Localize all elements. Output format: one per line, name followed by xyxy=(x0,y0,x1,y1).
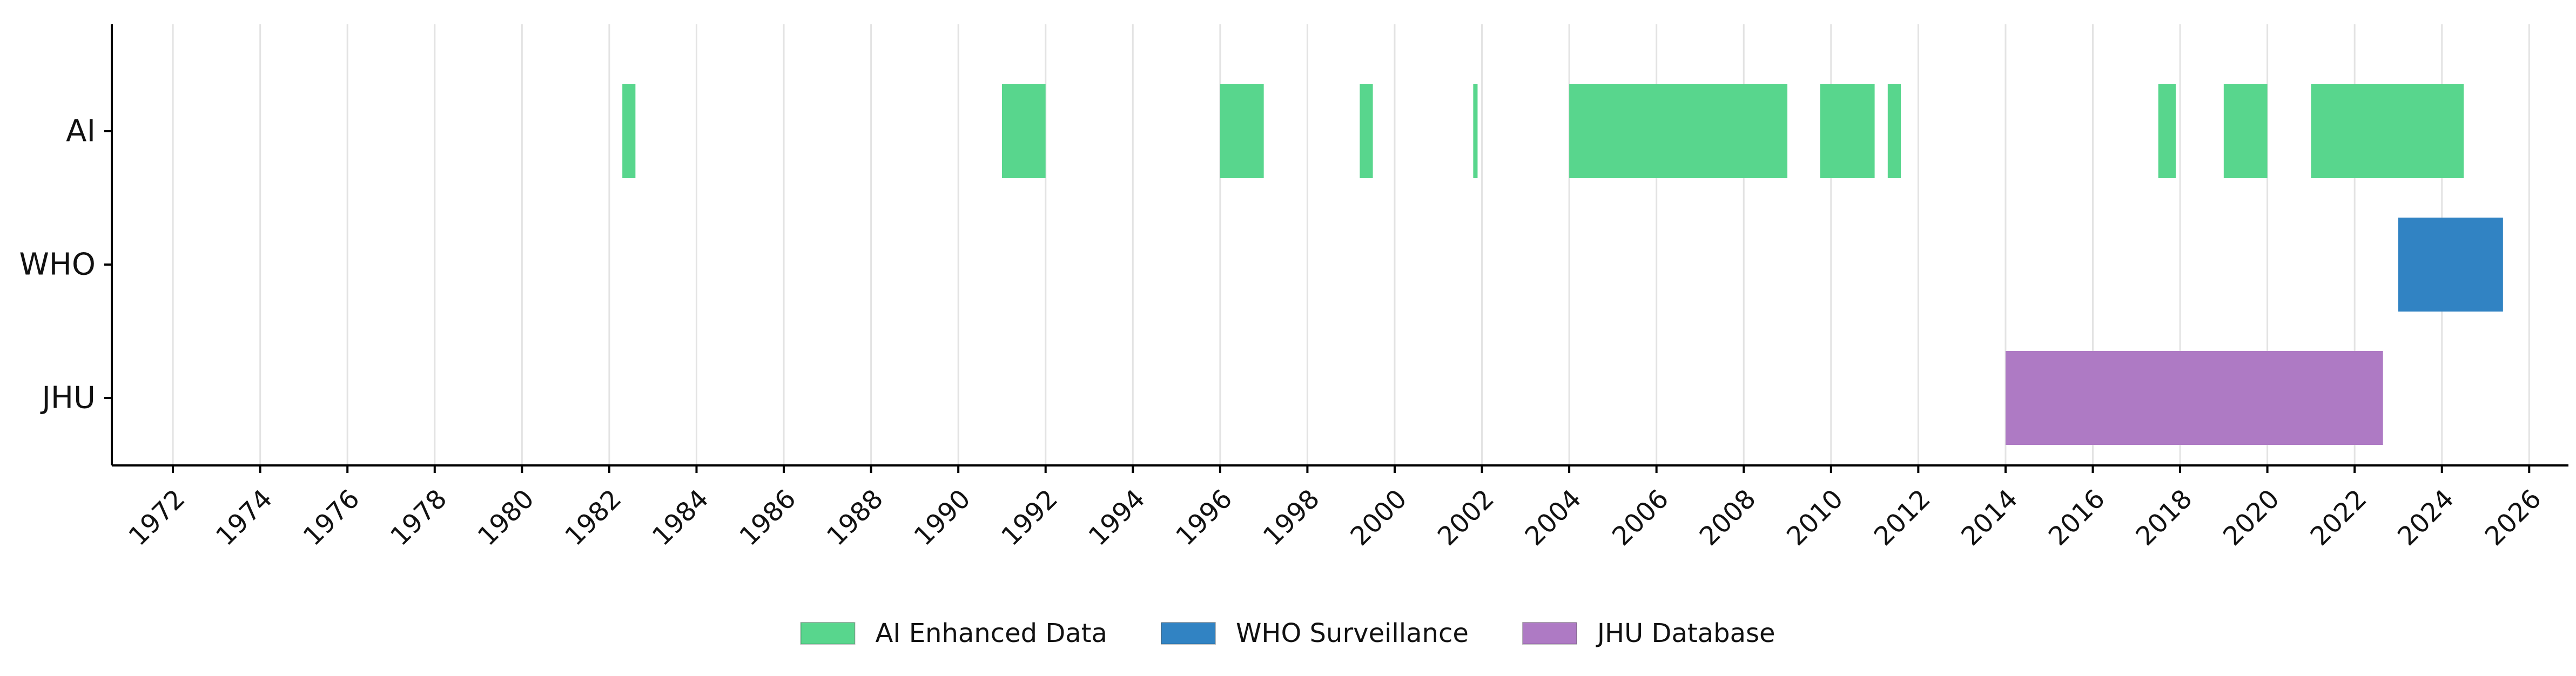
timeline-bar-ai xyxy=(1473,84,1478,178)
x-tick-label: 2006 xyxy=(1606,484,1674,552)
x-tick-label: 2022 xyxy=(2305,484,2373,552)
x-axis-ticks: 1972 1974 1976 1978 1980 1982 1984 1986 1988 1990… xyxy=(123,465,2547,552)
x-tick-label: 2010 xyxy=(1781,484,1849,552)
timeline-bar-ai xyxy=(1220,84,1264,178)
x-tick-label: 2020 xyxy=(2217,484,2285,552)
timeline-bar-ai xyxy=(1820,84,1875,178)
x-tick-label: 1974 xyxy=(210,484,278,552)
legend-item: AI Enhanced Data xyxy=(800,618,1107,648)
x-tick-label: 1988 xyxy=(821,484,889,552)
x-tick-label: 1990 xyxy=(909,484,977,552)
x-tick-label: 2008 xyxy=(1694,484,1762,552)
x-tick-label: 1994 xyxy=(1083,484,1151,552)
y-tick-label-ai: AI xyxy=(66,114,96,149)
bars-layer xyxy=(622,84,2503,445)
x-tick-label: 1978 xyxy=(385,484,453,552)
timeline-bar-ai xyxy=(622,84,636,178)
x-tick-label: 2014 xyxy=(1955,484,2023,552)
x-tick-label: 1998 xyxy=(1257,484,1326,552)
x-tick-label: 1984 xyxy=(647,484,715,552)
legend-label: WHO Surveillance xyxy=(1236,618,1469,648)
timeline-bar-ai xyxy=(1569,84,1788,178)
legend-label: JHU Database xyxy=(1596,618,1775,648)
legend-swatch xyxy=(1522,622,1577,645)
y-tick-label-who: WHO xyxy=(19,247,96,282)
x-tick-label: 2016 xyxy=(2043,484,2111,552)
timeline-bar-ai xyxy=(2223,84,2268,178)
legend-swatch xyxy=(1160,622,1216,645)
x-tick-label: 1986 xyxy=(734,484,802,552)
x-tick-label: 2002 xyxy=(1432,484,1500,552)
timeline-bar-jhu xyxy=(2005,351,2383,445)
y-axis-ticks: AI WHO JHU xyxy=(19,114,112,416)
timeline-bar-ai xyxy=(1887,84,1901,178)
timeline-bar-ai xyxy=(1360,84,1373,178)
x-tick-label: 2012 xyxy=(1868,484,1936,552)
y-tick-label-jhu: JHU xyxy=(40,381,96,416)
timeline-bar-ai xyxy=(1001,84,1046,178)
legend-item: WHO Surveillance xyxy=(1160,618,1469,648)
timeline-bar-who xyxy=(2398,218,2503,312)
x-tick-label: 2018 xyxy=(2130,484,2198,552)
legend-item: JHU Database xyxy=(1522,618,1775,648)
x-tick-label: 1972 xyxy=(123,484,191,552)
legend-label: AI Enhanced Data xyxy=(875,618,1107,648)
x-tick-label: 1992 xyxy=(996,484,1064,552)
timeline-bar-ai xyxy=(2158,84,2176,178)
x-tick-label: 2000 xyxy=(1344,484,1413,552)
x-tick-label: 1996 xyxy=(1170,484,1238,552)
timeline-bar-ai xyxy=(2311,84,2464,178)
x-tick-label: 1976 xyxy=(298,484,366,552)
legend: AI Enhanced Data WHO Surveillance JHU Data… xyxy=(800,618,1775,648)
x-tick-label: 1980 xyxy=(472,484,540,552)
x-tick-label: 2004 xyxy=(1519,484,1588,552)
legend-swatch xyxy=(800,622,856,645)
x-tick-label: 2026 xyxy=(2479,484,2547,552)
x-tick-label: 1982 xyxy=(559,484,627,552)
x-tick-label: 2024 xyxy=(2392,484,2460,552)
